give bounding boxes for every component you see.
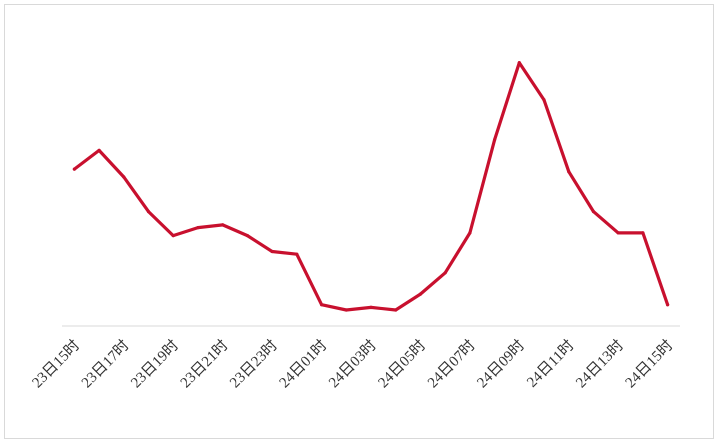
data-point — [542, 98, 546, 102]
x-tick-label: 24日09时 — [474, 337, 528, 391]
x-tick-label: 24日03时 — [325, 337, 379, 391]
data-point — [616, 231, 620, 235]
data-point — [468, 231, 472, 235]
x-tick-label: 23日17时 — [78, 337, 132, 391]
data-point — [517, 61, 521, 65]
data-point — [567, 170, 571, 174]
data-point — [295, 252, 299, 256]
data-point — [171, 234, 175, 238]
data-point — [418, 292, 422, 296]
data-point — [72, 167, 76, 171]
chart-frame — [4, 4, 714, 439]
data-point — [97, 148, 101, 152]
x-tick-label: 23日23时 — [226, 337, 280, 391]
data-point — [245, 234, 249, 238]
x-tick-label: 24日05时 — [375, 337, 429, 391]
x-tick-label: 24日07时 — [424, 337, 478, 391]
data-point — [270, 249, 274, 254]
x-tick-label: 23日19时 — [128, 337, 182, 391]
data-point — [641, 231, 645, 235]
data-point — [394, 308, 398, 312]
x-tick-label: 24日01时 — [276, 337, 330, 391]
x-tick-label: 24日11时 — [524, 337, 578, 391]
data-point — [196, 226, 200, 230]
data-point — [591, 210, 596, 214]
x-tick-label: 23日21时 — [177, 337, 231, 391]
data-point — [122, 175, 126, 179]
x-tick-label: 23日15时 — [29, 337, 83, 391]
data-point — [344, 308, 348, 312]
data-point — [320, 303, 324, 307]
data-point — [221, 223, 225, 227]
data-point — [146, 210, 151, 214]
data-point — [443, 271, 447, 275]
x-tick-label: 24日13时 — [573, 337, 627, 391]
data-point — [666, 303, 670, 307]
series-line-0 — [72, 61, 670, 312]
x-tick-label: 24日15时 — [622, 337, 676, 391]
data-point — [493, 138, 497, 142]
data-point — [369, 305, 373, 309]
